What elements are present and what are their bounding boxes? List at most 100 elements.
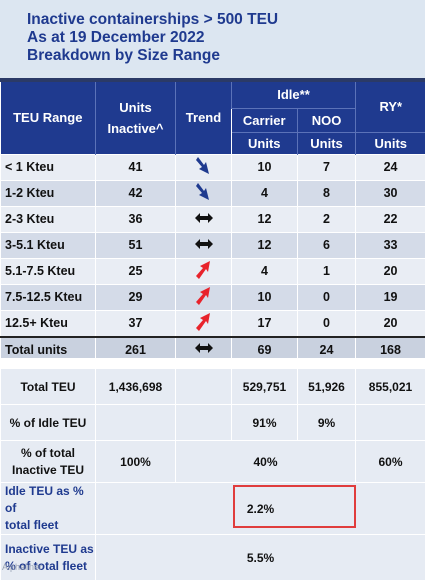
noo-cell: 6 xyxy=(298,232,356,258)
carrier-cell: 17 xyxy=(232,310,298,337)
table-separator xyxy=(0,358,425,368)
inactive-cell: 51 xyxy=(96,232,176,258)
header-units-inactive-line1: Units xyxy=(119,100,152,115)
carrier-cell: 4 xyxy=(232,180,298,206)
summary-label-inactive-pct-fleet: Inactive TEU as % of total fleet xyxy=(1,535,96,581)
trend-cell xyxy=(176,232,232,258)
ry-cell: 19 xyxy=(356,284,425,310)
up-arrow-icon xyxy=(196,260,212,283)
summary-total-teu-noo: 51,926 xyxy=(298,369,356,405)
range-cell: 7.5-12.5 Kteu xyxy=(1,284,96,310)
ry-cell: 22 xyxy=(356,206,425,232)
ry-cell: 20 xyxy=(356,310,425,337)
range-cell: < 1 Kteu xyxy=(1,154,96,180)
trend-cell xyxy=(176,180,232,206)
header-carrier: Carrier xyxy=(232,108,298,132)
summary-label-pct-idle: % of Idle TEU xyxy=(1,405,96,441)
inactive-cell: 42 xyxy=(96,180,176,206)
watermark: Alphaliner xyxy=(2,562,42,572)
summary-label-pct-total-inactive-line2: Inactive TEU xyxy=(12,463,84,477)
down-arrow-icon xyxy=(196,182,212,205)
summary-total-teu-carrier: 529,751 xyxy=(232,369,298,405)
header-ry-units: Units xyxy=(356,132,425,154)
title-line-3: Breakdown by Size Range xyxy=(27,47,220,65)
summary-table: Total TEU 1,436,698 529,751 51,926 855,0… xyxy=(0,368,425,581)
ry-cell: 33 xyxy=(356,232,425,258)
header-units-inactive-line2: Inactive^ xyxy=(107,121,163,136)
carrier-cell: 10 xyxy=(232,154,298,180)
header-trend: Trend xyxy=(176,82,232,154)
ry-cell: 30 xyxy=(356,180,425,206)
header-idle: Idle** xyxy=(232,82,356,108)
summary-row-idle-pct-fleet: Idle TEU as % of total fleet 2.2% xyxy=(1,483,425,535)
flat-arrow-icon xyxy=(195,238,213,253)
highlight-box xyxy=(233,485,356,528)
trend-cell xyxy=(176,284,232,310)
noo-cell: 1 xyxy=(298,258,356,284)
summary-total-teu-ry: 855,021 xyxy=(356,369,425,405)
header-noo: NOO xyxy=(298,108,356,132)
summary-label-total-teu: Total TEU xyxy=(1,369,96,405)
header-units-inactive: Units Inactive^ xyxy=(96,82,176,154)
range-cell: 3-5.1 Kteu xyxy=(1,232,96,258)
summary-row-pct-idle: % of Idle TEU 91% 9% xyxy=(1,405,425,441)
trend-cell xyxy=(176,310,232,337)
summary-row-total-teu: Total TEU 1,436,698 529,751 51,926 855,0… xyxy=(1,369,425,405)
inactive-cell: 41 xyxy=(96,154,176,180)
summary-inactive-pct-fleet-value: 5.5% xyxy=(96,535,425,581)
summary-label-inactive-pct-fleet-line1: Inactive TEU as xyxy=(5,542,94,556)
flat-arrow-icon xyxy=(195,342,213,357)
breakdown-table: TEU Range Units Inactive^ Trend Idle** R… xyxy=(0,82,425,365)
up-arrow-icon xyxy=(196,312,212,335)
inactive-cell: 37 xyxy=(96,310,176,337)
carrier-cell: 4 xyxy=(232,258,298,284)
summary-pct-idle-noo: 9% xyxy=(298,405,356,441)
summary-label-idle-pct-fleet-line2: total fleet xyxy=(5,518,58,532)
summary-pct-idle-ry xyxy=(356,405,425,441)
trend-cell xyxy=(176,206,232,232)
inactive-cell: 25 xyxy=(96,258,176,284)
noo-cell: 7 xyxy=(298,154,356,180)
noo-cell: 2 xyxy=(298,206,356,232)
title-line-1: Inactive containerships > 500 TEU xyxy=(27,11,278,29)
header-teu-range: TEU Range xyxy=(1,82,96,154)
carrier-cell: 10 xyxy=(232,284,298,310)
trend-cell xyxy=(176,258,232,284)
header-ry: RY* xyxy=(356,82,425,132)
header-carrier-units: Units xyxy=(232,132,298,154)
summary-label-pct-total-inactive-line1: % of total xyxy=(21,446,75,460)
summary-total-teu-trend xyxy=(176,369,232,405)
summary-label-pct-total-inactive: % of total Inactive TEU xyxy=(1,441,96,483)
title-line-2: As at 19 December 2022 xyxy=(27,29,205,47)
ry-cell: 20 xyxy=(356,258,425,284)
summary-row-pct-total-inactive: % of total Inactive TEU 100% 40% 60% xyxy=(1,441,425,483)
summary-row-inactive-pct-fleet: Inactive TEU as % of total fleet 5.5% xyxy=(1,535,425,581)
summary-pct-total-inactive-idle: 40% xyxy=(176,441,356,483)
up-arrow-icon xyxy=(196,286,212,309)
summary-pct-idle-carrier: 91% xyxy=(232,405,298,441)
noo-cell: 0 xyxy=(298,284,356,310)
noo-cell: 0 xyxy=(298,310,356,337)
carrier-cell: 12 xyxy=(232,232,298,258)
down-arrow-icon xyxy=(196,156,212,179)
summary-pct-idle-inactive xyxy=(96,405,176,441)
ry-cell: 24 xyxy=(356,154,425,180)
carrier-cell: 12 xyxy=(232,206,298,232)
inactive-cell: 29 xyxy=(96,284,176,310)
summary-pct-total-inactive-ry: 60% xyxy=(356,441,425,483)
range-cell: 1-2 Kteu xyxy=(1,180,96,206)
flat-arrow-icon xyxy=(195,212,213,227)
summary-pct-idle-trend xyxy=(176,405,232,441)
range-cell: 2-3 Kteu xyxy=(1,206,96,232)
range-cell: 12.5+ Kteu xyxy=(1,310,96,337)
title-block: Inactive containerships > 500 TEU As at … xyxy=(0,0,425,78)
range-cell: 5.1-7.5 Kteu xyxy=(1,258,96,284)
noo-cell: 8 xyxy=(298,180,356,206)
summary-label-idle-pct-fleet: Idle TEU as % of total fleet xyxy=(1,483,96,535)
